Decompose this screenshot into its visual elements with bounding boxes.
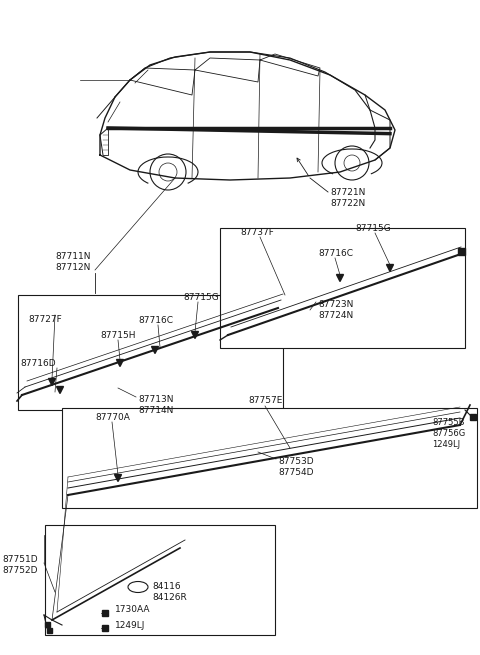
Text: 87716C: 87716C [138, 316, 173, 325]
Bar [47, 627, 51, 633]
Text: 87713N
87714N: 87713N 87714N [138, 395, 173, 415]
Text: 87751D
87752D: 87751D 87752D [2, 555, 37, 575]
Polygon shape [117, 360, 123, 367]
Text: 87721N
87722N: 87721N 87722N [330, 188, 365, 208]
Text: 87737F: 87737F [240, 228, 274, 237]
Text: 87757E: 87757E [248, 396, 282, 405]
Polygon shape [386, 265, 394, 272]
Bar [62, 408, 477, 508]
Text: 87723N
87724N: 87723N 87724N [318, 300, 353, 320]
Text: 87715G: 87715G [183, 293, 219, 302]
Text: 1730AA: 1730AA [115, 605, 151, 614]
Bar [102, 610, 108, 616]
Text: 87755B
87756G
1249LJ: 87755B 87756G 1249LJ [432, 418, 465, 449]
Text: 87715H: 87715H [100, 331, 135, 340]
Text: 87753D
87754D: 87753D 87754D [278, 457, 313, 477]
Text: 87715G: 87715G [355, 224, 391, 233]
Polygon shape [336, 274, 344, 282]
Bar [45, 622, 49, 626]
Text: 87770A: 87770A [95, 413, 130, 422]
Text: 87716C: 87716C [318, 249, 353, 258]
Text: 1249LJ: 1249LJ [115, 620, 145, 629]
Polygon shape [115, 474, 121, 481]
Bar [102, 625, 108, 631]
Bar [220, 228, 465, 348]
Text: 87727F: 87727F [28, 315, 62, 324]
Text: 84116
84126R: 84116 84126R [152, 582, 187, 602]
Polygon shape [152, 346, 158, 354]
Polygon shape [192, 331, 199, 339]
Bar [470, 414, 476, 420]
Polygon shape [48, 379, 56, 386]
Polygon shape [57, 386, 63, 394]
Text: 87716D: 87716D [20, 359, 56, 368]
Bar [45, 525, 275, 635]
Bar [18, 295, 283, 410]
Bar [457, 248, 465, 255]
Text: 87711N
87712N: 87711N 87712N [55, 252, 91, 272]
